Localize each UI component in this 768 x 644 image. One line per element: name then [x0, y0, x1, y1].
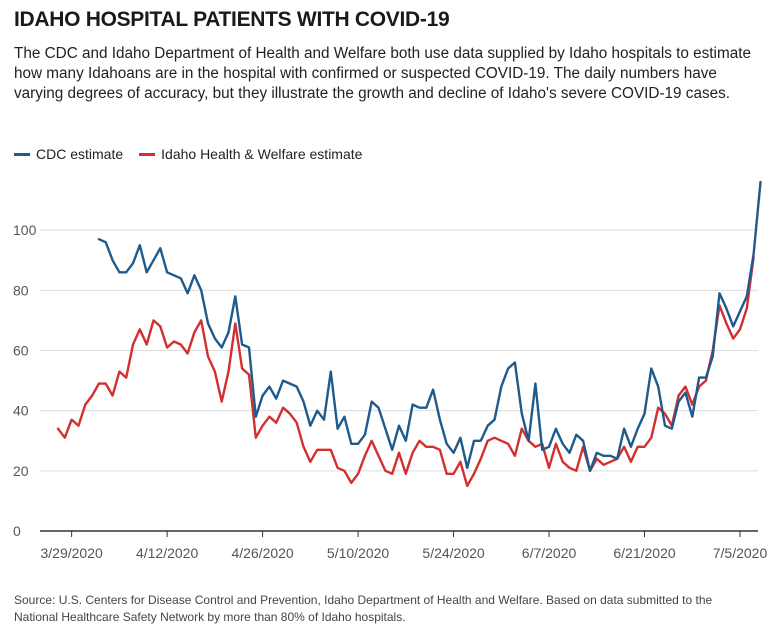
legend-item-idhw: Idaho Health & Welfare estimate — [139, 146, 362, 162]
legend-label-cdc: CDC estimate — [36, 146, 124, 162]
x-tick-label-0: 3/29/2020 — [40, 545, 102, 561]
legend-item-cdc: CDC estimate — [14, 146, 123, 162]
chart-legend: CDC estimate Idaho Health & Welfare esti… — [14, 146, 378, 162]
y-tick-label-100: 100 — [13, 222, 37, 238]
x-tick-label-1: 4/12/2020 — [136, 545, 198, 561]
y-tick-label-60: 60 — [13, 343, 29, 359]
legend-label-idhw: Idaho Health & Welfare estimate — [161, 146, 363, 162]
y-tick-label-80: 80 — [13, 282, 29, 298]
x-tick-label-6: 6/21/2020 — [613, 545, 675, 561]
source-note: Source: U.S. Centers for Disease Control… — [14, 593, 713, 624]
y-tick-label-40: 40 — [13, 403, 29, 419]
chart-subtitle: The CDC and Idaho Department of Health a… — [14, 45, 751, 102]
legend-swatch-cdc — [14, 152, 30, 156]
line-chart: 0 20 40 60 80 100 3/29/2020 4/12/2020 4/26/2020 5… — [13, 180, 768, 561]
series-line-idhw — [56, 256, 755, 488]
y-tick-label-0: 0 — [13, 523, 21, 539]
x-tick-label-4: 5/24/2020 — [422, 545, 484, 561]
chart-title: IDAHO HOSPITAL PATIENTS WITH COVID-19 — [14, 8, 450, 31]
series-line-cdc — [97, 180, 762, 472]
y-tick-label-20: 20 — [13, 463, 29, 479]
legend-swatch-idhw — [139, 152, 156, 156]
x-tick-label-2: 4/26/2020 — [231, 545, 293, 561]
x-tick-label-7: 7/5/2020 — [713, 545, 768, 561]
x-tick-label-3: 5/10/2020 — [327, 545, 389, 561]
x-tick-label-5: 6/7/2020 — [522, 545, 577, 561]
